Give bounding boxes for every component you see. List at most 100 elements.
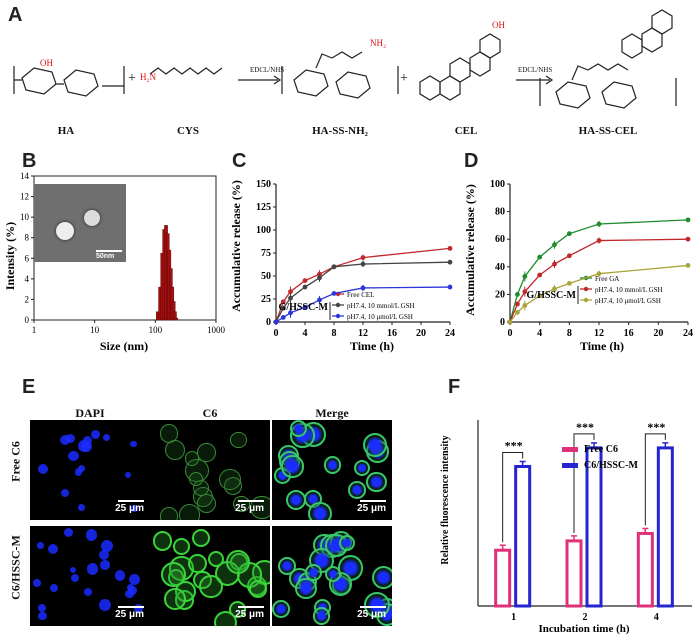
chart-b-xtick-label: 10 bbox=[90, 325, 100, 335]
chartC-point bbox=[280, 305, 286, 311]
cell bbox=[304, 564, 322, 581]
chartC-point bbox=[302, 304, 308, 310]
chartD-point bbox=[685, 263, 691, 268]
chart-f-xtick-label: 2 bbox=[583, 612, 588, 623]
cell bbox=[114, 570, 125, 581]
cell bbox=[323, 456, 341, 474]
cell bbox=[159, 424, 179, 443]
cell bbox=[172, 537, 190, 555]
nanoparticle-2 bbox=[84, 210, 100, 226]
chart-f-bar bbox=[636, 531, 654, 608]
scale-bar: 25 μm bbox=[115, 606, 144, 620]
scheme-label-cys: CYS bbox=[177, 125, 199, 137]
chartC-annotation: G/HSSC-M bbox=[279, 302, 329, 313]
micrograph-c6-free-c6: 25 μm bbox=[150, 420, 270, 520]
svg-text:H₂N: H₂N bbox=[140, 72, 157, 82]
cell bbox=[77, 504, 85, 511]
chartD-point bbox=[507, 319, 513, 325]
svg-text:OH: OH bbox=[492, 20, 505, 30]
cell bbox=[69, 567, 77, 574]
chartD-legend-marker bbox=[583, 297, 589, 303]
chartC-point bbox=[447, 259, 453, 265]
chart-b-ytick-label: 6 bbox=[25, 253, 30, 263]
chartD-point bbox=[685, 217, 691, 223]
chartC-ytick-label: 125 bbox=[256, 202, 271, 213]
chart-f-bar bbox=[656, 446, 674, 608]
chartC-ytick-label: 75 bbox=[261, 248, 271, 259]
cell bbox=[60, 434, 71, 445]
chartC-point bbox=[302, 284, 308, 290]
chart-b-ytick-label: 8 bbox=[25, 233, 30, 243]
cell bbox=[102, 433, 110, 442]
column-label-merge: Merge bbox=[315, 406, 349, 420]
cell bbox=[37, 542, 44, 549]
chartD-xtick-label: 24 bbox=[683, 328, 693, 339]
cell bbox=[226, 550, 251, 575]
tem-inset-image: 50nm bbox=[34, 184, 126, 262]
chartD-legend-marker bbox=[583, 286, 589, 292]
chartC-legend-marker bbox=[335, 302, 341, 308]
cell bbox=[75, 468, 83, 476]
cell bbox=[100, 560, 110, 570]
cell bbox=[64, 527, 74, 538]
chartC-point bbox=[331, 291, 337, 296]
chartC-legend-label: Free CEL bbox=[347, 291, 374, 299]
chartD-xtick-label: 4 bbox=[537, 328, 542, 339]
cell bbox=[83, 587, 93, 597]
chartD-legend-label: pH7.4, 10 mmol/L GSH bbox=[595, 286, 663, 294]
cell bbox=[38, 463, 49, 474]
cell bbox=[199, 574, 223, 599]
chart-b-ytick-label: 4 bbox=[25, 274, 30, 284]
scale-bar: 25 μm bbox=[357, 500, 386, 514]
chart-f-sig-bracket bbox=[502, 452, 524, 543]
chart-f-bar bbox=[494, 548, 512, 608]
cell bbox=[295, 577, 317, 600]
panel-label-a: A bbox=[8, 4, 23, 26]
panel-label-b: B bbox=[22, 150, 37, 172]
scale-bar: 25 μm bbox=[115, 500, 144, 514]
scheme-label-ha-ss-nh2: HA-SS-NH₂ bbox=[312, 125, 369, 137]
cell bbox=[38, 603, 47, 612]
chart-f-sig-bracket bbox=[573, 433, 595, 533]
cell bbox=[85, 529, 98, 541]
cell bbox=[124, 471, 132, 479]
chart-f-legend-swatch bbox=[562, 463, 578, 468]
cell bbox=[249, 580, 267, 599]
chart-f-ylabel: Relative fluorescence intensity bbox=[440, 435, 451, 564]
cell bbox=[87, 563, 99, 575]
chartC-ytick-label: 50 bbox=[261, 271, 271, 282]
chart-f-legend-label: Free C6 bbox=[584, 444, 618, 455]
cell bbox=[308, 501, 332, 520]
chartD-ytick-label: 40 bbox=[495, 262, 505, 273]
cell bbox=[152, 531, 173, 551]
chartD-ytick-label: 80 bbox=[495, 207, 505, 218]
cell bbox=[48, 543, 59, 554]
row-label-free-c6: Free C6 bbox=[8, 441, 23, 482]
cell bbox=[67, 450, 79, 462]
chart-d-ga-release: Accumulative release (%) Time (h) 020406… bbox=[463, 179, 693, 353]
chartD-ytick-label: 100 bbox=[490, 179, 505, 190]
chartD-xtick-label: 16 bbox=[624, 328, 634, 339]
chartD-point bbox=[566, 253, 572, 259]
chartD-ytick-label: 60 bbox=[495, 234, 505, 245]
chart-f-bar bbox=[585, 446, 603, 608]
row-label-c6-hssc-m: C6/HSSC-M bbox=[8, 535, 23, 600]
chart-c-cel-release: Accumulative release (%) Time (h) 0 25 50 7… bbox=[229, 179, 455, 353]
cell bbox=[164, 439, 186, 461]
panel-label-e: E bbox=[22, 376, 36, 398]
chart-b-xtick-label: 100 bbox=[149, 325, 163, 335]
chart-f-sig-bracket bbox=[644, 433, 666, 526]
micrograph-dapi-c6-hssc-m: 25 μm bbox=[30, 526, 150, 626]
scale-bar: 25 μm bbox=[235, 606, 264, 620]
chartD-point bbox=[566, 231, 572, 237]
chartC-legend-marker bbox=[335, 313, 341, 319]
micrograph-dapi-free-c6: 25 μm bbox=[30, 420, 150, 520]
chart-b-xtick-label: 1000 bbox=[207, 325, 226, 335]
cell bbox=[281, 455, 304, 478]
cell bbox=[33, 578, 41, 587]
cell bbox=[338, 534, 355, 551]
cell bbox=[348, 481, 366, 499]
cell bbox=[60, 488, 70, 498]
chartD-ytick-label: 0 bbox=[500, 317, 505, 328]
chartC-ytick-label: 25 bbox=[261, 294, 271, 305]
